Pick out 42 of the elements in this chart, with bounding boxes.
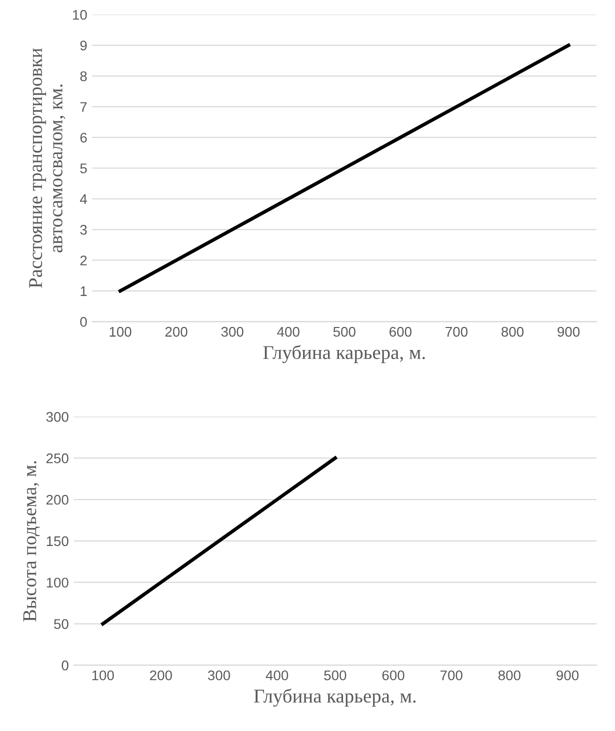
y-tick-label: 100 xyxy=(46,578,68,588)
x-axis-title: Глубина карьера, м. xyxy=(263,345,425,364)
y-axis-title: Расстояние транспортировки автосамосвалом, км. xyxy=(29,48,66,288)
x-tick-label: 200 xyxy=(150,670,172,680)
x-tick-label: 900 xyxy=(558,326,580,337)
x-tick-label: 400 xyxy=(277,326,300,337)
line-series xyxy=(118,44,570,293)
x-tick-label: 800 xyxy=(502,326,524,337)
y-tick-label: 6 xyxy=(80,132,87,143)
y-tick-label: 300 xyxy=(46,412,68,422)
y-tick-label: 5 xyxy=(80,164,87,174)
x-axis-title: Глубина карьера, м. xyxy=(254,688,416,707)
x-tick-label: 800 xyxy=(498,670,520,680)
x-tick-label: 300 xyxy=(208,670,230,680)
y-tick-label: 9 xyxy=(80,40,87,50)
y-tick-label: 7 xyxy=(80,102,87,112)
x-tick-label: 100 xyxy=(92,670,114,680)
x-tick-label: 700 xyxy=(440,670,462,680)
y-tick-label: 1 xyxy=(80,286,87,296)
y-tick-label: 0 xyxy=(80,316,87,327)
x-tick-label: 500 xyxy=(333,326,356,337)
y-tick-label: 50 xyxy=(54,619,68,629)
y-tick-label: 10 xyxy=(73,10,87,20)
x-tick-label: 400 xyxy=(266,670,288,680)
x-tick-label: 600 xyxy=(382,670,404,680)
y-tick-label: 2 xyxy=(80,256,87,266)
x-tick-label: 600 xyxy=(390,326,412,337)
x-tick-label: 900 xyxy=(556,670,579,680)
y-tick-label: 8 xyxy=(80,71,87,82)
x-tick-label: 200 xyxy=(165,326,188,337)
y-tick-label: 150 xyxy=(46,536,68,546)
y-tick-label: 0 xyxy=(62,660,68,670)
x-tick-label: 700 xyxy=(446,326,468,337)
y-axis-title: Высота подъема, м. xyxy=(23,461,40,622)
y-tick-label: 4 xyxy=(80,194,87,204)
y-tick-label: 3 xyxy=(80,224,87,235)
x-tick-label: 500 xyxy=(324,670,346,680)
y-tick-label: 200 xyxy=(46,494,68,505)
y-tick-label: 250 xyxy=(46,453,68,464)
line-series xyxy=(101,456,337,626)
x-tick-label: 300 xyxy=(221,326,244,337)
x-tick-label: 100 xyxy=(110,326,132,337)
